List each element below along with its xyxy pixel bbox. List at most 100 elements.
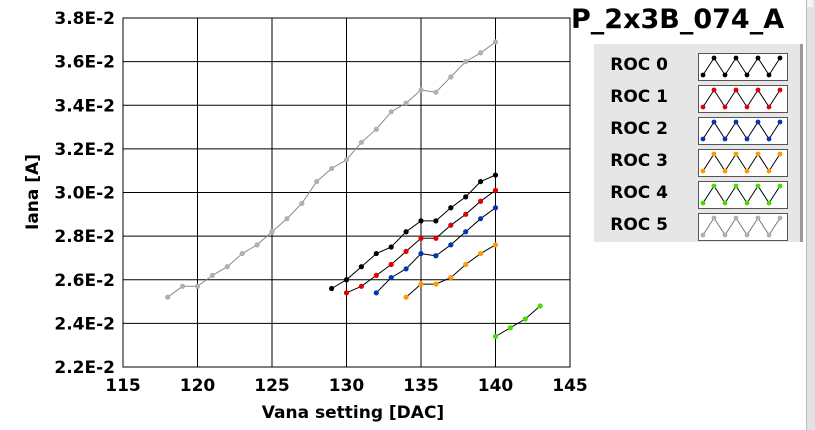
x-tick-label: 120 xyxy=(180,376,216,396)
legend-marker xyxy=(733,119,739,125)
legend-marker xyxy=(733,87,739,93)
legend-marker xyxy=(711,183,717,189)
y-tick-label: 2.6E-2 xyxy=(54,271,115,291)
legend-line xyxy=(702,89,781,108)
legend-item-roc1: ROC 1 xyxy=(594,83,803,113)
series-roc4 xyxy=(492,303,543,340)
legend-line xyxy=(702,153,781,172)
y-tick-label: 2.8E-2 xyxy=(54,227,115,247)
data-point-roc0 xyxy=(433,218,439,224)
legend-swatch-roc2 xyxy=(698,117,788,145)
legend-marker xyxy=(722,232,728,238)
legend: ROC 0 ROC 1 ROC 2 ROC 3 ROC 4 ROC 5 xyxy=(594,44,803,242)
legend-marker xyxy=(755,183,761,189)
legend-marker xyxy=(700,104,706,110)
data-point-roc4 xyxy=(507,325,513,331)
data-point-roc5 xyxy=(180,283,186,289)
data-point-roc0 xyxy=(418,218,424,224)
legend-marker xyxy=(733,151,739,157)
data-point-roc5 xyxy=(194,283,201,289)
window-frame-knob xyxy=(807,0,813,7)
data-point-roc0 xyxy=(478,178,484,185)
data-point-roc5 xyxy=(418,87,424,93)
legend-marker xyxy=(777,183,783,189)
data-point-roc0 xyxy=(358,264,364,270)
data-point-roc5 xyxy=(492,39,499,45)
legend-marker xyxy=(711,215,717,221)
data-point-roc3 xyxy=(492,242,499,248)
data-point-roc2 xyxy=(373,290,379,296)
legend-marker xyxy=(766,104,772,110)
legend-swatch-roc5 xyxy=(698,213,788,241)
data-point-roc5 xyxy=(403,100,409,106)
y-tick-label: 3.2E-2 xyxy=(54,140,115,160)
legend-swatch-roc1 xyxy=(698,85,788,113)
legend-label: ROC 4 xyxy=(610,183,668,203)
data-point-roc5 xyxy=(463,59,469,65)
data-point-roc0 xyxy=(388,244,394,250)
legend-label: ROC 2 xyxy=(610,119,668,139)
data-point-roc5 xyxy=(209,272,215,278)
data-point-roc0 xyxy=(492,172,499,178)
legend-marker xyxy=(722,200,728,206)
legend-marker xyxy=(766,72,772,78)
legend-marker xyxy=(700,136,706,142)
legend-swatch-roc3 xyxy=(698,149,788,177)
legend-marker xyxy=(777,119,783,125)
x-tick-label: 130 xyxy=(329,376,365,396)
data-point-roc5 xyxy=(433,89,439,95)
x-tick-label: 135 xyxy=(403,376,439,396)
legend-marker xyxy=(711,87,717,93)
legend-marker xyxy=(700,200,706,206)
grid xyxy=(123,18,570,367)
data-point-roc3 xyxy=(463,261,469,268)
data-point-roc2 xyxy=(403,266,409,272)
y-tick-label: 3.0E-2 xyxy=(54,184,115,204)
legend-label: ROC 0 xyxy=(610,55,668,75)
data-point-roc1 xyxy=(433,235,439,241)
data-point-roc5 xyxy=(329,165,335,172)
legend-line xyxy=(702,121,781,140)
data-point-roc1 xyxy=(448,222,454,228)
data-point-roc1 xyxy=(463,211,469,217)
data-point-roc3 xyxy=(433,281,439,287)
data-point-roc5 xyxy=(165,294,171,300)
data-point-roc0 xyxy=(329,285,335,292)
data-point-roc2 xyxy=(433,253,439,259)
data-point-roc3 xyxy=(478,250,484,257)
legend-marker xyxy=(733,183,739,189)
legend-marker xyxy=(744,72,750,78)
data-series xyxy=(165,39,543,340)
legend-scrollbar[interactable] xyxy=(800,44,803,242)
data-point-roc2 xyxy=(492,205,499,211)
y-axis-title: Iana [A] xyxy=(23,154,43,230)
data-point-roc5 xyxy=(388,109,394,115)
x-tick-label: 125 xyxy=(254,376,290,396)
window-frame-edge xyxy=(806,0,815,430)
legend-marker xyxy=(700,72,706,78)
legend-marker xyxy=(755,87,761,93)
legend-item-roc4: ROC 4 xyxy=(594,179,803,209)
legend-swatch-roc4 xyxy=(698,181,788,209)
x-axis-title: Vana setting [DAC] xyxy=(262,403,444,423)
legend-marker xyxy=(766,232,772,238)
legend-marker xyxy=(700,168,706,174)
legend-marker xyxy=(777,55,783,61)
data-point-roc0 xyxy=(403,229,409,235)
data-point-roc5 xyxy=(224,264,230,270)
legend-line xyxy=(702,217,781,236)
data-point-roc4 xyxy=(492,333,499,340)
legend-marker xyxy=(700,232,706,238)
y-tick-label: 3.6E-2 xyxy=(54,53,115,73)
legend-marker xyxy=(777,87,783,93)
legend-marker xyxy=(777,151,783,157)
y-tick-label: 3.8E-2 xyxy=(54,9,115,29)
legend-item-roc2: ROC 2 xyxy=(594,115,803,145)
data-point-roc5 xyxy=(448,74,454,80)
series-roc3 xyxy=(403,242,499,300)
legend-label: ROC 5 xyxy=(610,215,668,235)
legend-item-roc5: ROC 5 xyxy=(594,211,803,241)
data-point-roc0 xyxy=(448,205,454,211)
series-line-roc0 xyxy=(331,174,496,289)
data-point-roc0 xyxy=(373,250,379,257)
